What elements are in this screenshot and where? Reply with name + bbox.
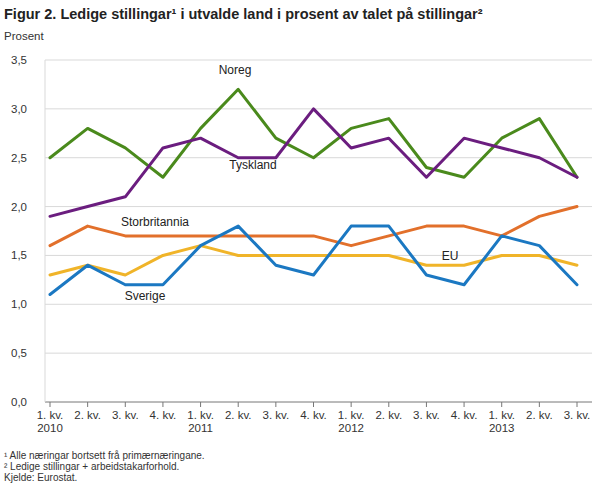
x-tick xyxy=(388,402,389,407)
y-tick-label: 3,5 xyxy=(11,54,27,66)
x-tick-label-line: 2. kv. xyxy=(526,409,553,421)
x-tick xyxy=(577,402,578,407)
series-line xyxy=(50,109,577,216)
x-tick-label-line: 2010 xyxy=(37,422,63,434)
footnote: ² Ledige stillingar + arbeidstakarforhol… xyxy=(4,461,179,472)
x-tick-label-line: 1. kv. xyxy=(187,409,214,421)
x-tick-label: 4. kv. xyxy=(150,409,177,421)
x-tick-label-line: 3. kv. xyxy=(112,409,139,421)
series-line xyxy=(50,226,577,294)
x-tick xyxy=(464,402,465,407)
x-tick-label: 1. kv.2013 xyxy=(488,409,515,434)
x-tick-label: 2. kv. xyxy=(225,409,252,421)
x-tick-label: 2. kv. xyxy=(375,409,402,421)
x-tick-label-line: 2011 xyxy=(188,422,213,434)
x-tick-label-line: 2. kv. xyxy=(375,409,402,421)
x-tick xyxy=(200,402,201,407)
y-tick-label: 2,0 xyxy=(11,201,27,213)
series-label: Tyskland xyxy=(229,158,276,172)
x-tick-label: 3. kv. xyxy=(413,409,440,421)
y-axis-line xyxy=(45,60,46,402)
x-tick xyxy=(539,402,540,407)
grid-line xyxy=(45,353,592,354)
y-tick-label: 0,0 xyxy=(11,396,27,408)
grid-line xyxy=(45,157,592,158)
title: Figur 2. Ledige stillingar¹ i utvalde la… xyxy=(4,6,483,22)
x-tick-label-line: 3. kv. xyxy=(413,409,440,421)
x-tick xyxy=(162,402,163,407)
y-axis-label: Prosent xyxy=(4,30,44,42)
x-tick xyxy=(501,402,502,407)
x-tick xyxy=(313,402,314,407)
grid-line xyxy=(45,108,592,109)
x-tick-label-line: 2. kv. xyxy=(225,409,252,421)
x-tick-label-line: 2013 xyxy=(489,422,515,434)
x-tick-label-line: 4. kv. xyxy=(451,409,478,421)
x-tick-label-line: 1. kv. xyxy=(37,409,64,421)
y-tick-label: 0,5 xyxy=(11,347,27,359)
x-tick-label: 2. kv. xyxy=(74,409,101,421)
series-label: Storbritannia xyxy=(121,215,189,229)
grid-line xyxy=(45,206,592,207)
x-tick-label: 1. kv.2010 xyxy=(37,409,64,434)
y-tick-label: 1,0 xyxy=(11,298,27,310)
x-tick-label-line: 2012 xyxy=(338,422,364,434)
x-tick xyxy=(275,402,276,407)
source: Kjelde: Eurostat. xyxy=(4,472,77,483)
x-tick xyxy=(125,402,126,407)
x-tick-label: 2. kv. xyxy=(526,409,553,421)
x-tick xyxy=(50,402,51,407)
grid-line xyxy=(45,304,592,305)
x-tick-label: 4. kv. xyxy=(451,409,478,421)
y-tick-label: 1,5 xyxy=(11,249,27,261)
x-tick-label: 3. kv. xyxy=(112,409,139,421)
plot-area xyxy=(50,89,577,294)
series-label: Sverige xyxy=(125,289,166,303)
series-line xyxy=(50,246,577,275)
x-tick xyxy=(426,402,427,407)
x-tick-label: 4. kv. xyxy=(300,409,327,421)
y-tick-label: 3,0 xyxy=(11,103,27,115)
x-tick-label-line: 1. kv. xyxy=(488,409,515,421)
x-tick-label: 3. kv. xyxy=(263,409,290,421)
series-label: Noreg xyxy=(219,63,252,77)
grid-line xyxy=(45,60,592,61)
y-tick-label: 2,5 xyxy=(11,152,27,164)
x-tick xyxy=(351,402,352,407)
chart: Figur 2. Ledige stillingar¹ i utvalde la… xyxy=(0,0,610,488)
grid-line xyxy=(45,402,592,403)
x-tick-label-line: 2. kv. xyxy=(74,409,101,421)
x-tick-label: 3. kv. xyxy=(564,409,591,421)
series-label: EU xyxy=(442,249,459,263)
x-tick-label-line: 3. kv. xyxy=(263,409,290,421)
footnote: ¹ Alle næringar bortsett frå primærnærin… xyxy=(4,450,205,461)
x-tick-label-line: 3. kv. xyxy=(564,409,591,421)
x-tick xyxy=(87,402,88,407)
x-tick-label: 1. kv.2011 xyxy=(187,409,214,434)
x-tick-label: 1. kv.2012 xyxy=(338,409,365,434)
series-line xyxy=(50,89,577,177)
x-tick-label-line: 1. kv. xyxy=(338,409,365,421)
x-tick-label-line: 4. kv. xyxy=(300,409,327,421)
x-tick-label-line: 4. kv. xyxy=(150,409,177,421)
x-tick xyxy=(238,402,239,407)
